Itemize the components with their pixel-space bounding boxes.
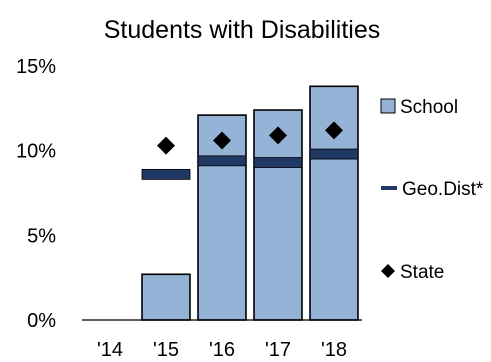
legend-geo-dist-label: Geo.Dist* (402, 179, 484, 200)
state-marker (269, 126, 287, 145)
school-bar (141, 273, 191, 321)
legend-school-swatch (380, 98, 396, 114)
y-tick-label: 15% (16, 56, 56, 78)
x-tick-label: '15 (153, 339, 179, 361)
legend-state-label: State (400, 262, 444, 283)
y-tick-label: 0% (27, 310, 56, 332)
geo-dist-markers (141, 148, 359, 180)
school-bar (253, 109, 303, 321)
legend-geo-dist-swatch (381, 186, 397, 190)
geo-dist-marker (253, 157, 303, 168)
y-axis: 0% 5% 10% 15% (16, 56, 56, 332)
state-marker (325, 121, 343, 140)
geo-dist-marker (197, 155, 247, 167)
state-marker (213, 131, 231, 150)
x-tick-label: '14 (97, 339, 123, 361)
legend-school-label: School (400, 97, 458, 118)
y-tick-label: 5% (27, 225, 56, 247)
school-bars (141, 85, 359, 321)
chart-title: Students with Disabilities (104, 16, 381, 44)
legend-state-swatch (381, 264, 395, 278)
state-markers (157, 121, 343, 155)
x-axis: '14 '15 '16 '17 '18 (82, 319, 362, 361)
y-tick-label: 10% (16, 141, 56, 163)
x-tick-label: '17 (265, 339, 291, 361)
x-tick-label: '18 (321, 339, 347, 361)
state-marker (157, 136, 175, 155)
geo-dist-marker (141, 168, 191, 180)
legend: School Geo.Dist* State (380, 97, 484, 283)
geo-dist-marker (309, 148, 359, 160)
x-tick-label: '16 (209, 339, 235, 361)
